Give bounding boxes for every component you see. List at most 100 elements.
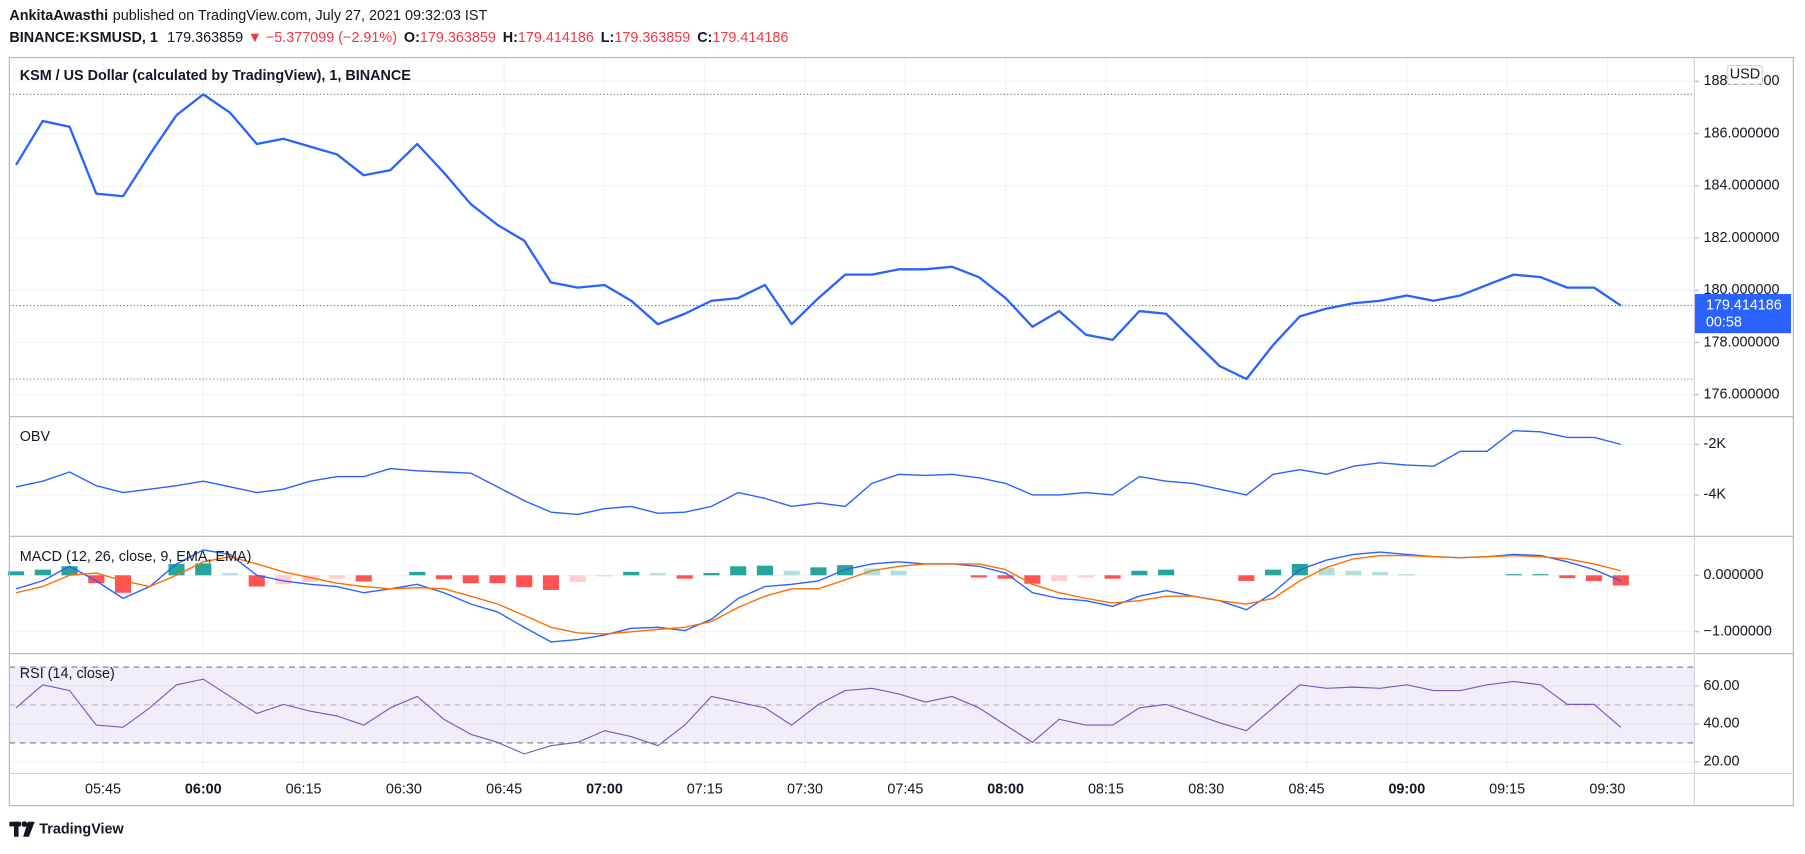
histogram-bar <box>1585 575 1603 581</box>
histogram-bar <box>275 575 292 585</box>
line-series <box>15 429 1621 516</box>
ohlc-value: 179.414186 <box>712 30 788 46</box>
histogram-bar <box>1051 575 1068 581</box>
ohlc-label: H: <box>503 30 518 46</box>
histogram-bar <box>1505 574 1522 576</box>
currency: USD <box>1730 67 1760 83</box>
histogram-bar <box>730 566 747 576</box>
histogram-bar <box>596 575 613 577</box>
histogram-bar <box>970 575 987 578</box>
change: ▼ −5.377099 (−2.91%) <box>248 30 397 46</box>
histogram-bar <box>1131 570 1148 576</box>
histogram-bar <box>1024 575 1041 584</box>
x-tick-label: 07:00 <box>586 781 623 797</box>
histogram-bar <box>863 568 880 576</box>
logo-part <box>13 821 19 837</box>
published: published on TradingView.com, July 27, 2… <box>113 8 488 24</box>
price-label-box <box>1694 294 1792 334</box>
price-label: 179.414186 <box>1706 297 1782 313</box>
histogram-bar <box>168 563 185 576</box>
last-price: 179.363859 <box>167 30 243 46</box>
histogram-bar <box>409 571 426 576</box>
histogram-bar <box>489 575 506 584</box>
line-series <box>15 554 1621 635</box>
histogram-bar <box>1158 569 1175 576</box>
symbol: BINANCE:KSMUSD, 1 <box>9 30 158 46</box>
histogram-bar <box>623 571 640 576</box>
line-series <box>15 678 1622 755</box>
ohlc-value: 179.363859 <box>420 30 496 46</box>
pane-title: RSI (14, close) <box>20 666 115 682</box>
histogram-bar <box>435 575 453 580</box>
y-tick-label: 0.000000 <box>1704 567 1764 583</box>
y-tick-label: 20.00 <box>1704 754 1740 770</box>
x-tick-label: 06:30 <box>386 781 422 797</box>
histogram-bar <box>703 573 720 576</box>
x-tick-label: 05:45 <box>85 781 121 797</box>
histogram-bar <box>649 573 667 576</box>
y-tick-label: 178.000000 <box>1704 334 1780 350</box>
y-tick-label: -4K <box>1704 487 1727 503</box>
histogram-bar <box>355 575 372 582</box>
histogram-bar <box>1345 570 1362 576</box>
histogram-bar <box>1559 575 1576 579</box>
ohlc-label: O: <box>404 30 420 46</box>
logo: TradingView <box>9 821 125 838</box>
x-tick-label: 09:30 <box>1589 781 1625 797</box>
logo-part <box>21 821 28 827</box>
ohlc-value: 179.414186 <box>518 30 594 46</box>
plot-area: 05:45 06:00 06:15 06:30 06:45 07:00 07:15 07:30… <box>7 57 1794 797</box>
ohlc-label: L: <box>601 30 615 46</box>
x-tick-label: 08:15 <box>1088 781 1124 797</box>
histogram-bar <box>1398 574 1415 576</box>
currency-box <box>1727 65 1763 85</box>
x-tick-label: 08:00 <box>987 781 1024 797</box>
histogram-bar <box>569 575 586 583</box>
x-tick-label: 08:45 <box>1289 781 1325 797</box>
x-tick-label: 09:00 <box>1388 781 1425 797</box>
histogram-bar <box>542 575 560 590</box>
x-tick-label: 06:15 <box>286 781 322 797</box>
y-tick-label: 182.000000 <box>1704 230 1780 246</box>
x-tick-label: 06:00 <box>185 781 222 797</box>
frame <box>8 56 1794 807</box>
y-tick-label: −1.000000 <box>1704 624 1772 640</box>
author: AnkitaAwasthi <box>9 8 108 24</box>
histogram-bar <box>1238 575 1255 581</box>
y-tick-label: 40.00 <box>1704 716 1740 732</box>
histogram-bar <box>676 575 693 579</box>
histogram-bar <box>7 571 25 576</box>
pane-title: KSM / US Dollar (calculated by TradingVi… <box>20 68 412 84</box>
histogram-bar <box>1104 575 1121 579</box>
line-series <box>15 549 1622 643</box>
histogram-bar <box>34 569 51 576</box>
histogram-bar <box>516 575 533 588</box>
symbol-line: BINANCE:KSMUSD, 1 179.363859 ▼ −5.377099 (… <box>9 30 788 46</box>
histogram-bar <box>1077 575 1094 578</box>
histogram-bar <box>114 575 132 593</box>
y-tick-label: 186.000000 <box>1704 125 1780 141</box>
y-tick-label: 60.00 <box>1704 678 1740 694</box>
histogram-bar <box>997 575 1014 579</box>
pane-title: MACD (12, 26, close, 9, EMA, EMA) <box>20 549 252 565</box>
histogram-bar <box>221 573 239 576</box>
ohlc-label: C: <box>697 30 712 46</box>
histogram-bar <box>328 575 346 579</box>
histogram-bar <box>462 575 479 584</box>
x-tick-label: 06:45 <box>486 781 522 797</box>
histogram-bar <box>1372 571 1389 576</box>
histogram-bar <box>890 570 907 576</box>
logo-part <box>23 821 35 837</box>
histogram-bar <box>783 570 800 576</box>
histogram-bar <box>248 575 265 587</box>
y-tick-label: 176.000000 <box>1704 387 1780 403</box>
histogram-bar <box>88 575 105 584</box>
histogram-bar <box>1265 569 1282 576</box>
histogram-bar <box>1318 567 1335 576</box>
x-tick-label: 09:15 <box>1489 781 1525 797</box>
histogram-bar <box>195 563 212 576</box>
histogram-bar <box>756 565 773 576</box>
y-tick-label: -2K <box>1704 436 1727 452</box>
